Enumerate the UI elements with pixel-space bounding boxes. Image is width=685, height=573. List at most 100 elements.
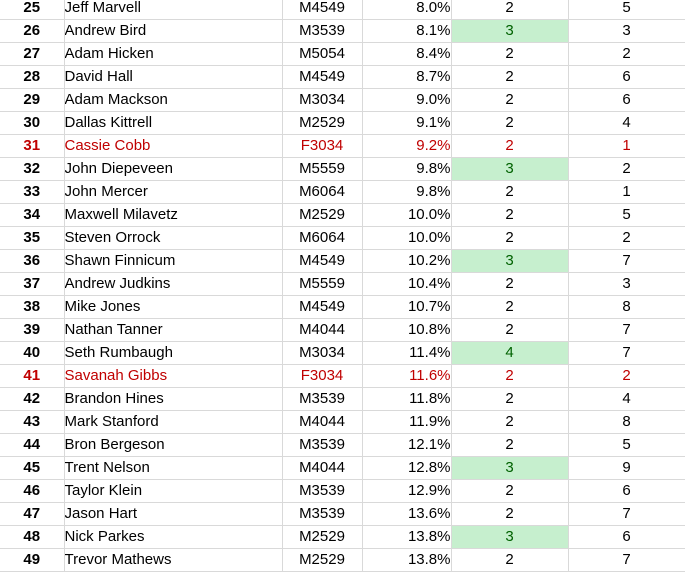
rank-cell[interactable]: 36 — [0, 249, 65, 273]
value2-cell[interactable]: 2 — [568, 42, 685, 66]
name-cell[interactable]: Steven Orrock — [64, 226, 283, 250]
value1-cell[interactable]: 2 — [451, 502, 569, 526]
value1-cell[interactable]: 2 — [451, 0, 569, 20]
rank-cell[interactable]: 48 — [0, 525, 65, 549]
value2-cell[interactable]: 7 — [568, 341, 685, 365]
value2-cell[interactable]: 4 — [568, 111, 685, 135]
division-cell[interactable]: F3034 — [282, 134, 363, 158]
division-cell[interactable]: M4044 — [282, 456, 363, 480]
rank-cell[interactable]: 35 — [0, 226, 65, 250]
percent-cell[interactable]: 12.9% — [362, 479, 452, 503]
name-cell[interactable]: Mark Stanford — [64, 410, 283, 434]
name-cell[interactable]: Shawn Finnicum — [64, 249, 283, 273]
percent-cell[interactable]: 9.0% — [362, 88, 452, 112]
division-cell[interactable]: M4549 — [282, 295, 363, 319]
name-cell[interactable]: Jeff Marvell — [64, 0, 283, 20]
value2-cell[interactable]: 1 — [568, 134, 685, 158]
value1-cell[interactable]: 3 — [451, 525, 569, 549]
percent-cell[interactable]: 8.1% — [362, 19, 452, 43]
name-cell[interactable]: Adam Mackson — [64, 88, 283, 112]
name-cell[interactable]: Brandon Hines — [64, 387, 283, 411]
division-cell[interactable]: M2529 — [282, 111, 363, 135]
division-cell[interactable]: M5054 — [282, 42, 363, 66]
division-cell[interactable]: M2529 — [282, 203, 363, 227]
name-cell[interactable]: Nathan Tanner — [64, 318, 283, 342]
rank-cell[interactable]: 40 — [0, 341, 65, 365]
value2-cell[interactable]: 3 — [568, 272, 685, 296]
value1-cell[interactable]: 3 — [451, 456, 569, 480]
value2-cell[interactable]: 6 — [568, 88, 685, 112]
value2-cell[interactable]: 8 — [568, 410, 685, 434]
division-cell[interactable]: M4044 — [282, 318, 363, 342]
division-cell[interactable]: M3034 — [282, 88, 363, 112]
value1-cell[interactable]: 3 — [451, 249, 569, 273]
percent-cell[interactable]: 9.2% — [362, 134, 452, 158]
division-cell[interactable]: M4044 — [282, 410, 363, 434]
name-cell[interactable]: Mike Jones — [64, 295, 283, 319]
value1-cell[interactable]: 2 — [451, 272, 569, 296]
rank-cell[interactable]: 26 — [0, 19, 65, 43]
percent-cell[interactable]: 8.7% — [362, 65, 452, 89]
division-cell[interactable]: M4549 — [282, 65, 363, 89]
value2-cell[interactable]: 2 — [568, 157, 685, 181]
percent-cell[interactable]: 10.7% — [362, 295, 452, 319]
value1-cell[interactable]: 2 — [451, 203, 569, 227]
value2-cell[interactable]: 6 — [568, 525, 685, 549]
value2-cell[interactable]: 7 — [568, 502, 685, 526]
percent-cell[interactable]: 11.9% — [362, 410, 452, 434]
name-cell[interactable]: Andrew Judkins — [64, 272, 283, 296]
rank-cell[interactable]: 30 — [0, 111, 65, 135]
division-cell[interactable]: M3539 — [282, 387, 363, 411]
name-cell[interactable]: Dallas Kittrell — [64, 111, 283, 135]
division-cell[interactable]: M5559 — [282, 157, 363, 181]
name-cell[interactable]: Trevor Mathews — [64, 548, 283, 572]
value2-cell[interactable]: 2 — [568, 226, 685, 250]
value1-cell[interactable]: 2 — [451, 318, 569, 342]
division-cell[interactable]: M6064 — [282, 226, 363, 250]
percent-cell[interactable]: 10.4% — [362, 272, 452, 296]
value2-cell[interactable]: 9 — [568, 456, 685, 480]
division-cell[interactable]: M6064 — [282, 180, 363, 204]
percent-cell[interactable]: 13.6% — [362, 502, 452, 526]
percent-cell[interactable]: 12.1% — [362, 433, 452, 457]
value2-cell[interactable]: 1 — [568, 180, 685, 204]
division-cell[interactable]: M3539 — [282, 433, 363, 457]
percent-cell[interactable]: 10.0% — [362, 203, 452, 227]
rank-cell[interactable]: 37 — [0, 272, 65, 296]
percent-cell[interactable]: 13.8% — [362, 525, 452, 549]
value1-cell[interactable]: 4 — [451, 341, 569, 365]
rank-cell[interactable]: 31 — [0, 134, 65, 158]
value1-cell[interactable]: 2 — [451, 364, 569, 388]
division-cell[interactable]: M4549 — [282, 249, 363, 273]
percent-cell[interactable]: 12.8% — [362, 456, 452, 480]
rank-cell[interactable]: 33 — [0, 180, 65, 204]
name-cell[interactable]: John Mercer — [64, 180, 283, 204]
percent-cell[interactable]: 11.4% — [362, 341, 452, 365]
name-cell[interactable]: Cassie Cobb — [64, 134, 283, 158]
percent-cell[interactable]: 11.8% — [362, 387, 452, 411]
value2-cell[interactable]: 6 — [568, 65, 685, 89]
division-cell[interactable]: M4549 — [282, 0, 363, 20]
percent-cell[interactable]: 10.0% — [362, 226, 452, 250]
value1-cell[interactable]: 2 — [451, 180, 569, 204]
division-cell[interactable]: M3539 — [282, 479, 363, 503]
rank-cell[interactable]: 45 — [0, 456, 65, 480]
division-cell[interactable]: M2529 — [282, 525, 363, 549]
rank-cell[interactable]: 29 — [0, 88, 65, 112]
rank-cell[interactable]: 44 — [0, 433, 65, 457]
division-cell[interactable]: M2529 — [282, 548, 363, 572]
division-cell[interactable]: M3539 — [282, 502, 363, 526]
rank-cell[interactable]: 25 — [0, 0, 65, 20]
value2-cell[interactable]: 6 — [568, 479, 685, 503]
name-cell[interactable]: David Hall — [64, 65, 283, 89]
value1-cell[interactable]: 2 — [451, 548, 569, 572]
division-cell[interactable]: M5559 — [282, 272, 363, 296]
name-cell[interactable]: Savanah Gibbs — [64, 364, 283, 388]
rank-cell[interactable]: 43 — [0, 410, 65, 434]
value2-cell[interactable]: 2 — [568, 364, 685, 388]
value1-cell[interactable]: 2 — [451, 65, 569, 89]
name-cell[interactable]: John Diepeveen — [64, 157, 283, 181]
name-cell[interactable]: Adam Hicken — [64, 42, 283, 66]
value1-cell[interactable]: 2 — [451, 410, 569, 434]
percent-cell[interactable]: 10.2% — [362, 249, 452, 273]
